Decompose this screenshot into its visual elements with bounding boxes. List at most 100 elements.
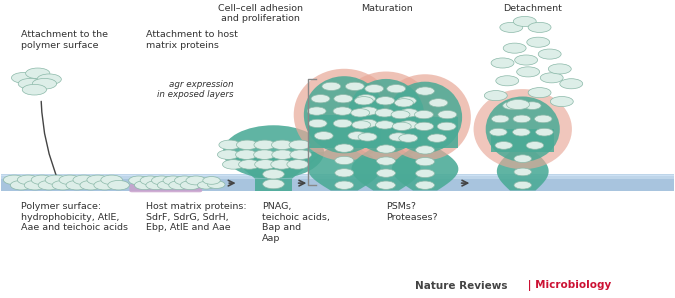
Ellipse shape — [375, 121, 394, 129]
Ellipse shape — [236, 140, 258, 150]
Ellipse shape — [3, 175, 25, 184]
Ellipse shape — [315, 132, 333, 140]
Ellipse shape — [37, 74, 61, 85]
Ellipse shape — [535, 115, 552, 123]
Ellipse shape — [202, 177, 220, 184]
Polygon shape — [308, 148, 381, 190]
Ellipse shape — [174, 176, 194, 185]
Polygon shape — [223, 152, 324, 179]
Ellipse shape — [223, 160, 244, 169]
Text: Attachment to host
matrix proteins: Attachment to host matrix proteins — [146, 30, 238, 50]
Polygon shape — [352, 148, 421, 190]
Ellipse shape — [496, 76, 518, 86]
Ellipse shape — [528, 22, 551, 32]
Ellipse shape — [516, 67, 539, 77]
Ellipse shape — [134, 181, 155, 190]
Ellipse shape — [10, 181, 32, 190]
Ellipse shape — [526, 142, 543, 149]
Ellipse shape — [414, 122, 433, 131]
Ellipse shape — [391, 111, 410, 119]
Ellipse shape — [146, 181, 166, 190]
Ellipse shape — [219, 140, 240, 150]
Ellipse shape — [377, 157, 396, 165]
Ellipse shape — [163, 176, 183, 185]
Ellipse shape — [429, 99, 448, 107]
Ellipse shape — [197, 181, 215, 189]
FancyBboxPatch shape — [130, 184, 202, 192]
Ellipse shape — [514, 55, 537, 65]
Ellipse shape — [287, 160, 308, 169]
Ellipse shape — [513, 115, 531, 123]
Ellipse shape — [514, 155, 531, 162]
Ellipse shape — [416, 181, 435, 189]
Ellipse shape — [536, 128, 553, 136]
Ellipse shape — [388, 82, 462, 153]
Polygon shape — [392, 117, 458, 148]
Ellipse shape — [500, 22, 522, 32]
Ellipse shape — [311, 94, 330, 103]
Ellipse shape — [335, 156, 354, 164]
Ellipse shape — [87, 175, 109, 184]
Ellipse shape — [271, 140, 293, 150]
Text: Cell–cell adhesion
and proliferation: Cell–cell adhesion and proliferation — [217, 4, 302, 23]
Ellipse shape — [416, 146, 435, 154]
Ellipse shape — [308, 119, 327, 128]
Polygon shape — [392, 148, 458, 190]
Ellipse shape — [416, 158, 435, 166]
Ellipse shape — [38, 181, 60, 190]
Ellipse shape — [263, 170, 284, 179]
Ellipse shape — [236, 150, 257, 159]
Ellipse shape — [560, 79, 583, 89]
Ellipse shape — [45, 175, 67, 184]
Ellipse shape — [207, 181, 225, 188]
Text: Detachment: Detachment — [504, 4, 562, 13]
Ellipse shape — [416, 169, 435, 178]
Ellipse shape — [94, 181, 115, 190]
Ellipse shape — [392, 122, 411, 131]
Ellipse shape — [335, 181, 354, 189]
Ellipse shape — [157, 181, 178, 190]
Ellipse shape — [514, 181, 531, 189]
Text: Maturation: Maturation — [361, 4, 412, 13]
Ellipse shape — [66, 181, 88, 190]
Ellipse shape — [352, 121, 371, 129]
Ellipse shape — [52, 181, 74, 190]
Ellipse shape — [474, 89, 572, 169]
Ellipse shape — [379, 74, 471, 160]
Ellipse shape — [254, 160, 276, 169]
Ellipse shape — [217, 150, 239, 159]
Text: Attachment to the
polymer surface: Attachment to the polymer surface — [21, 30, 108, 50]
Ellipse shape — [223, 125, 324, 179]
Ellipse shape — [338, 72, 435, 161]
Ellipse shape — [335, 169, 354, 177]
Ellipse shape — [540, 73, 563, 83]
Ellipse shape — [140, 176, 161, 185]
Ellipse shape — [180, 181, 200, 190]
Ellipse shape — [399, 121, 418, 129]
Ellipse shape — [513, 16, 536, 27]
Ellipse shape — [333, 119, 352, 128]
Ellipse shape — [335, 144, 354, 152]
Ellipse shape — [22, 84, 47, 95]
Ellipse shape — [186, 176, 206, 185]
Ellipse shape — [18, 175, 39, 184]
Ellipse shape — [398, 97, 416, 105]
Ellipse shape — [359, 107, 378, 115]
Ellipse shape — [108, 181, 130, 190]
Ellipse shape — [376, 97, 395, 105]
Ellipse shape — [238, 160, 260, 169]
Ellipse shape — [348, 132, 367, 140]
Ellipse shape — [322, 82, 341, 91]
Polygon shape — [491, 129, 554, 152]
Ellipse shape — [377, 169, 396, 177]
Ellipse shape — [438, 111, 457, 119]
Ellipse shape — [389, 133, 408, 141]
Ellipse shape — [294, 69, 395, 161]
Ellipse shape — [400, 109, 418, 117]
Ellipse shape — [491, 115, 509, 123]
Ellipse shape — [307, 107, 326, 115]
Ellipse shape — [351, 109, 370, 117]
Text: Polymer surface:
hydrophobicity, AtlE,
Aae and teichoic acids: Polymer surface: hydrophobicity, AtlE, A… — [21, 202, 128, 232]
Ellipse shape — [387, 85, 406, 93]
Ellipse shape — [254, 140, 275, 150]
